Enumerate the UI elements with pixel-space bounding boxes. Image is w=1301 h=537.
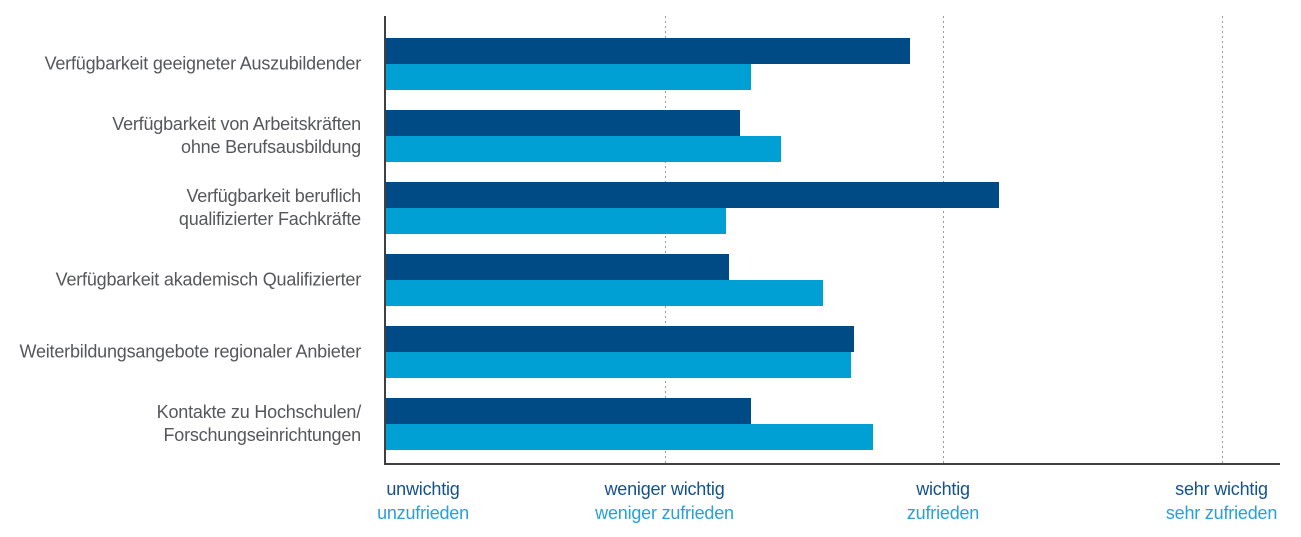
x-tick-label: wichtig zufrieden (907, 477, 979, 525)
bar-zufriedenheit (386, 280, 823, 306)
category-label-line: Kontakte zu Hochschulen/ (156, 402, 362, 422)
x-tick-label: weniger wichtig weniger zufrieden (595, 477, 734, 525)
category-label: Verfügbarkeit geeigneter Auszubildender (44, 53, 362, 76)
bar-zufriedenheit (386, 208, 726, 234)
y-axis-line (384, 16, 386, 465)
tick-label-wichtigkeit: weniger wichtig (604, 479, 725, 499)
bar-wichtigkeit (386, 38, 910, 64)
bar-wichtigkeit (386, 254, 729, 280)
category-label-line: Verfügbarkeit von Arbeitskräften (112, 114, 361, 134)
category-label-line: Verfügbarkeit beruflich (186, 186, 361, 206)
category-label: Verfügbarkeit beruflich qualifizierter Fa… (179, 185, 361, 231)
tick-label-wichtigkeit: sehr wichtig (1175, 479, 1268, 499)
category-label-line: Verfügbarkeit geeigneter Auszubildender (44, 53, 362, 74)
category-label: Verfügbarkeit akademisch Qualifizierter (55, 269, 362, 292)
tick-label-zufriedenheit: sehr zufrieden (1165, 503, 1278, 523)
gridline-value-4 (1222, 16, 1223, 463)
category-label-line: ohne Berufsausbildung (181, 137, 361, 157)
x-tick-label: sehr wichtig sehr zufrieden (1166, 477, 1277, 525)
tick-label-zufriedenheit: zufrieden (906, 503, 980, 523)
tick-label-wichtigkeit: unwichtig (386, 479, 460, 499)
category-label: Verfügbarkeit von Arbeitskräften ohne Ber… (112, 113, 361, 159)
bar-wichtigkeit (386, 326, 854, 352)
bar-wichtigkeit (386, 182, 999, 208)
bar-zufriedenheit (386, 352, 851, 378)
category-label: Weiterbildungsangebote regionaler Anbiet… (19, 341, 361, 364)
gridline-value-3 (943, 16, 944, 463)
category-label: Kontakte zu Hochschulen/Forschungseinric… (156, 401, 362, 447)
bar-zufriedenheit (386, 424, 873, 450)
x-tick-label: unwichtig unzufrieden (377, 477, 469, 525)
tick-label-zufriedenheit: weniger zufrieden (595, 503, 734, 523)
x-axis-line (384, 463, 1280, 465)
tick-label-wichtigkeit: wichtig (916, 479, 970, 499)
bar-wichtigkeit (386, 110, 740, 136)
bar-zufriedenheit (386, 64, 751, 90)
bar-zufriedenheit (386, 136, 781, 162)
category-label-line: Verfügbarkeit akademisch Qualifizierter (55, 269, 362, 290)
category-label-line: qualifizierter Fachkräfte (178, 209, 361, 229)
gridline-value-2 (665, 16, 666, 463)
category-label-line: Weiterbildungsangebote regionaler Anbiet… (19, 341, 361, 362)
category-label-line: Forschungseinrichtungen (163, 425, 361, 445)
bar-wichtigkeit (386, 398, 751, 424)
tick-label-zufriedenheit: unzufrieden (377, 503, 469, 523)
